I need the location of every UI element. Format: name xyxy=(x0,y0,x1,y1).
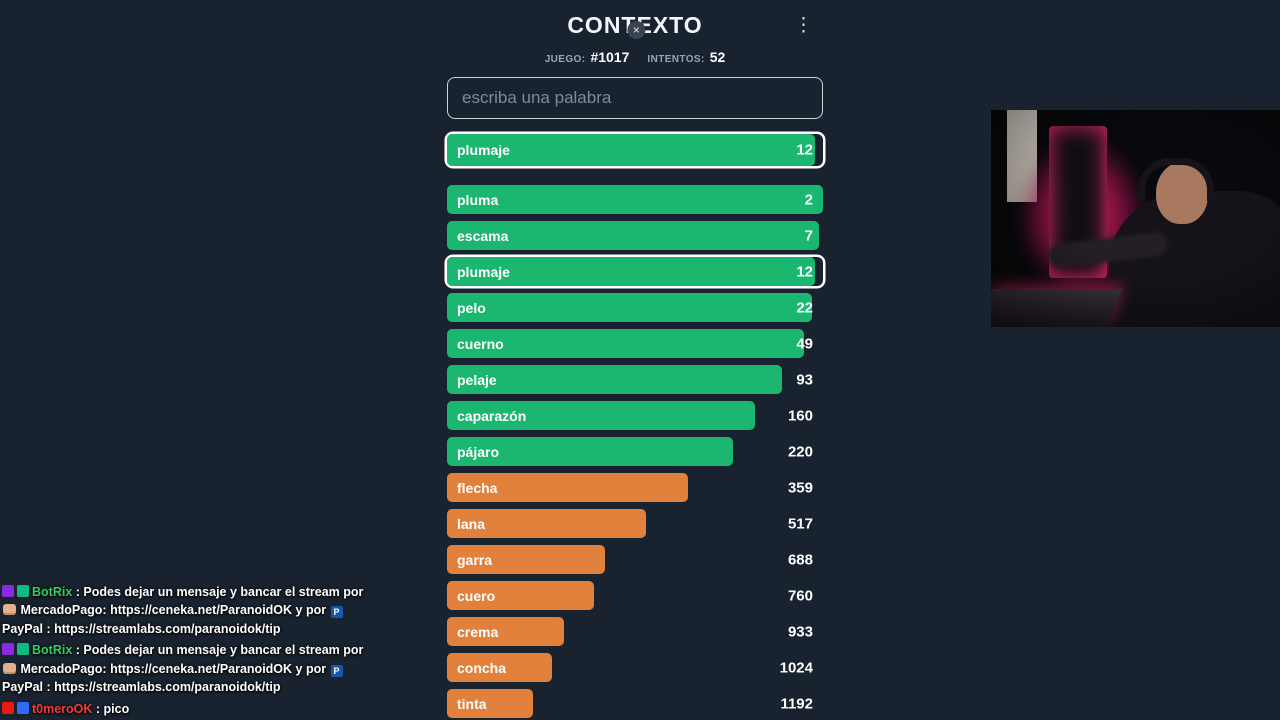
guess-word: cuero xyxy=(457,587,496,604)
guess-bar: flecha xyxy=(447,473,688,502)
webcam-feed xyxy=(991,110,1280,327)
guess-rank: 760 xyxy=(787,587,813,604)
guess-row: plumaje 12 xyxy=(447,134,823,166)
guess-row: cuero 760 xyxy=(447,581,823,610)
chat-badge-icon xyxy=(17,701,29,714)
guess-word: escama xyxy=(457,227,509,244)
guess-bar: plumaje xyxy=(447,257,816,286)
chat-message: BotRix : Podes dejar un mensaje y bancar… xyxy=(2,643,364,694)
current-guess-slot: plumaje 12 xyxy=(447,134,823,166)
guess-word: caparazón xyxy=(457,407,527,424)
guess-rank: 1024 xyxy=(779,659,813,676)
chat-badge-icon xyxy=(2,584,14,597)
contexto-panel: CONTEXTO × ⋮ JUEGO: #1017 INTENTOS: 52 p… xyxy=(447,0,823,718)
guess-row: tinta 1192 xyxy=(447,689,823,718)
guess-rank: 160 xyxy=(787,407,813,424)
chat-username: BotRix xyxy=(32,643,73,657)
guess-rank: 933 xyxy=(787,623,813,640)
guess-bar: lana xyxy=(447,509,647,538)
guess-row: pájaro 220 xyxy=(447,437,823,466)
guess-bar: cuerno xyxy=(447,329,805,358)
guess-word: concha xyxy=(457,659,507,676)
guess-word: pelo xyxy=(457,299,486,316)
game-number-value: #1017 xyxy=(590,49,630,65)
guess-row: concha 1024 xyxy=(447,653,823,682)
game-stats: JUEGO: #1017 INTENTOS: 52 xyxy=(447,49,823,66)
guess-row: flecha 359 xyxy=(447,473,823,502)
guess-bar: plumaje xyxy=(447,134,816,166)
guess-rank: 688 xyxy=(787,551,813,568)
close-icon[interactable]: × xyxy=(627,21,646,39)
guess-word: plumaje xyxy=(457,263,510,280)
chat-badge-icon xyxy=(2,701,14,714)
guess-rank: 359 xyxy=(787,479,813,496)
paypal-icon: P xyxy=(330,664,343,677)
guess-bar: caparazón xyxy=(447,401,756,430)
guess-bar: crema xyxy=(447,617,564,646)
guess-row: pelo 22 xyxy=(447,293,823,322)
chat-username: t0meroOK xyxy=(32,701,93,716)
guess-rank: 220 xyxy=(787,443,813,460)
guess-rank: 1192 xyxy=(780,695,813,712)
kebab-menu-icon[interactable]: ⋮ xyxy=(794,15,813,36)
guess-row: pluma 2 xyxy=(447,185,823,214)
guess-rank: 12 xyxy=(796,141,813,159)
guess-word: garra xyxy=(457,551,493,568)
fist-emoji-icon xyxy=(3,662,16,674)
chat-badge-icon xyxy=(17,643,29,655)
guess-row: pelaje 93 xyxy=(447,365,823,394)
word-input[interactable] xyxy=(447,77,823,119)
chat-badge-icon xyxy=(17,584,29,597)
guess-bar: pluma xyxy=(447,185,823,214)
guess-list: pluma 2 escama 7 plumaje 12 pelo 22 cuerno 49 pela… xyxy=(447,185,823,718)
attempts-value: 52 xyxy=(709,49,726,65)
chat-message: t0meroOK : pico xyxy=(2,700,374,719)
guess-row: cuerno 49 xyxy=(447,329,823,358)
guess-rank: 49 xyxy=(796,335,813,352)
guess-rank: 22 xyxy=(796,299,813,316)
guess-word: pluma xyxy=(457,191,499,208)
guess-row: escama 7 xyxy=(447,221,823,250)
guess-word: cuerno xyxy=(457,335,504,352)
guess-bar: pelaje xyxy=(447,365,782,394)
guess-row: garra 688 xyxy=(447,545,823,574)
guess-word: crema xyxy=(457,623,499,640)
guess-word: lana xyxy=(457,515,486,532)
panel-header: CONTEXTO × ⋮ xyxy=(447,0,823,44)
guess-bar: tinta xyxy=(447,689,534,718)
guess-bar: pájaro xyxy=(447,437,733,466)
guess-rank: 517 xyxy=(787,515,813,532)
guess-word: flecha xyxy=(457,479,498,496)
guess-bar: escama xyxy=(447,221,820,250)
guess-bar: cuero xyxy=(447,581,594,610)
chat-username: BotRix xyxy=(32,584,73,599)
fist-emoji-icon xyxy=(3,604,16,615)
guess-bar: concha xyxy=(447,653,553,682)
guess-word: pelaje xyxy=(457,371,497,388)
guess-word: pájaro xyxy=(457,443,500,460)
guess-row: caparazón 160 xyxy=(447,401,823,430)
guess-bar: pelo xyxy=(447,293,812,322)
chat-badge-icon xyxy=(2,643,14,655)
webcam-vignette xyxy=(991,110,1280,327)
guess-rank: 12 xyxy=(796,263,813,280)
guess-rank: 7 xyxy=(804,227,813,244)
guess-row: lana 517 xyxy=(447,509,823,538)
chat-message: BotRix : Podes dejar un mensaje y bancar… xyxy=(2,584,364,636)
paypal-icon: P xyxy=(330,606,343,618)
guess-row: plumaje 12 xyxy=(447,257,823,286)
guess-rank: 2 xyxy=(804,191,813,208)
guess-rank: 93 xyxy=(796,371,813,388)
guess-row: crema 933 xyxy=(447,617,823,646)
game-number-label: JUEGO: xyxy=(544,54,586,65)
guess-word: tinta xyxy=(457,695,487,712)
chat-overlay: BotRix : Podes dejar un mensaje y bancar… xyxy=(2,580,374,719)
guess-bar: garra xyxy=(447,545,605,574)
guess-word: plumaje xyxy=(457,142,510,158)
attempts-label: INTENTOS: xyxy=(647,54,705,65)
